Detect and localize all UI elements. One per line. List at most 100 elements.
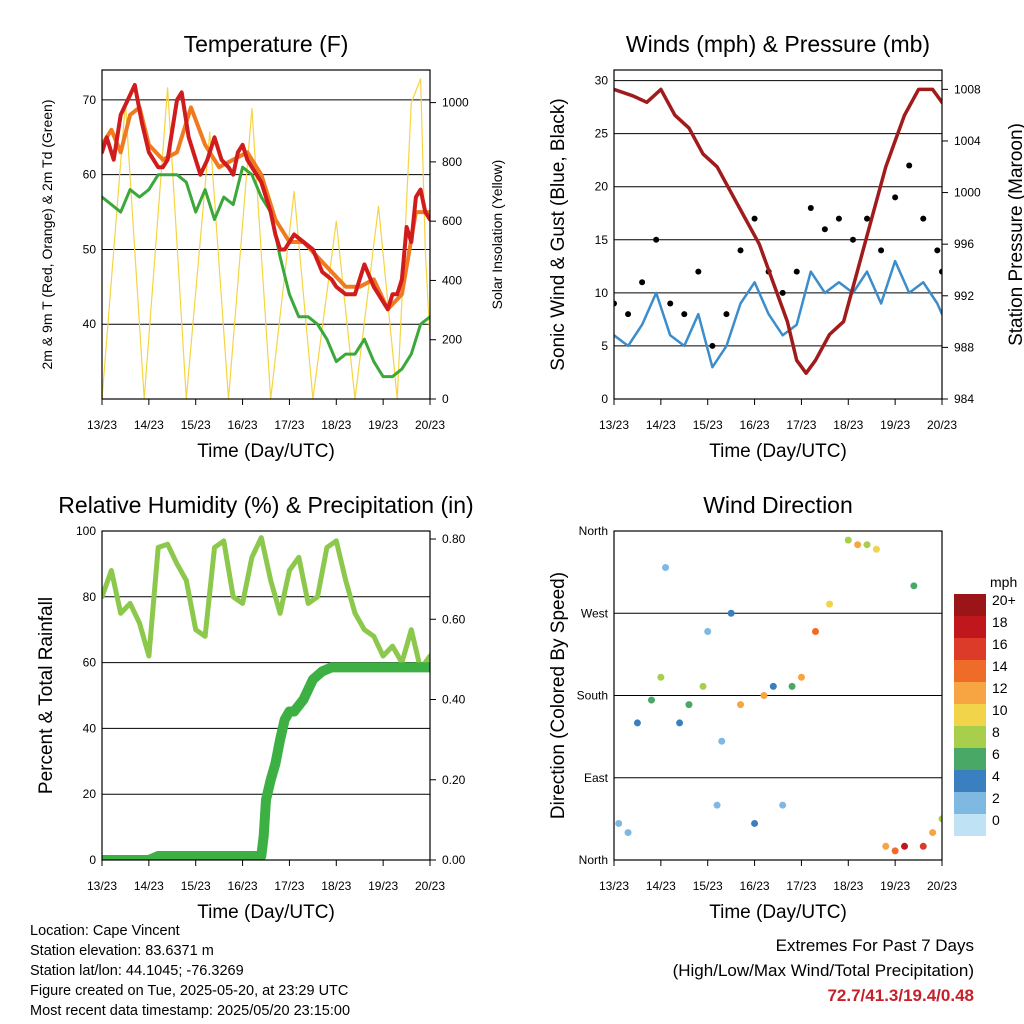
y2-tick-label: 1008 [954, 82, 981, 96]
direction-point [844, 536, 852, 544]
direction-point [938, 815, 942, 823]
x-tick-label: 18/23 [321, 879, 351, 893]
y-tick-label: 30 [595, 74, 609, 88]
x-tick-label: 14/23 [646, 879, 676, 893]
colorbar-swatch [954, 704, 986, 726]
direction-point [797, 673, 805, 681]
y-tick-label: South [577, 689, 608, 703]
colorbar-swatch [954, 814, 986, 836]
extremes-values: 72.7/41.3/19.4/0.48 [827, 986, 974, 1005]
colorbar-label: 20+ [992, 592, 1016, 608]
panel-2: Winds (mph) & Pressure (mb) 0 5 10 15 20 25 30 9… [548, 31, 1024, 462]
x-tick-label: 19/23 [880, 879, 910, 893]
x-tick-label: 16/23 [740, 879, 770, 893]
y2-tick-label: 1000 [442, 96, 469, 110]
station-info: Location: Cape Vincent Station elevation… [30, 921, 350, 1021]
x-tick-label: 20/23 [415, 418, 445, 432]
y2-tick-label: 0.40 [442, 693, 466, 707]
insolation-line [102, 78, 430, 399]
gust-point [614, 300, 617, 307]
direction-point [624, 829, 632, 837]
y-tick-label: North [579, 524, 608, 538]
x-tick-label: 18/23 [833, 879, 863, 893]
y-tick-label: East [584, 771, 609, 785]
humidity-line [102, 535, 430, 672]
x-tick-label: 19/23 [368, 879, 398, 893]
x-tick-label: 19/23 [880, 418, 910, 432]
plot-frame [613, 69, 943, 400]
y2-tick-label: 996 [954, 237, 974, 251]
panel-title: Relative Humidity (%) & Precipitation (i… [58, 492, 473, 518]
gust-point [934, 247, 941, 254]
y-tick-label: 70 [83, 93, 97, 107]
colorbar: mph 20+ 18 16 14 12 10 8 6 4 2 0 [954, 574, 1017, 836]
pressure-line [614, 87, 942, 375]
panel-title: Winds (mph) & Pressure (mb) [626, 31, 930, 57]
extremes-title: Extremes For Past 7 Days [775, 936, 974, 955]
direction-point [751, 819, 759, 827]
x-tick-label: 17/23 [274, 879, 304, 893]
gust-point [807, 204, 814, 211]
gust-point [793, 268, 800, 275]
y2-tick-label: 1000 [954, 186, 981, 200]
gust-point [892, 194, 899, 201]
colorbar-label: 2 [992, 790, 1000, 806]
station-elevation: Station elevation: 83.6371 m [30, 943, 214, 959]
gust-point [920, 215, 927, 222]
figure-created: Figure created on Tue, 2025-05-20, at 23… [30, 983, 349, 999]
y2-tick-label: 0 [442, 392, 449, 406]
x-tick-label: 19/23 [368, 418, 398, 432]
x-tick-label: 18/23 [321, 418, 351, 432]
x-axis-label: Time (Day/UTC) [197, 441, 335, 462]
y2-tick-label: 1004 [954, 134, 981, 148]
y-tick-label: West [581, 606, 609, 620]
plot-area [102, 535, 430, 860]
x-tick-label: 17/23 [786, 879, 816, 893]
y-tick-label: 20 [83, 787, 97, 801]
x-tick-label: 15/23 [181, 418, 211, 432]
wind-speed-line [614, 259, 942, 369]
x-tick-label: 13/23 [599, 879, 629, 893]
recent-timestamp: Most recent data timestamp: 2025/05/20 2… [30, 1003, 351, 1019]
colorbar-label: 0 [992, 812, 1000, 828]
direction-point [647, 696, 655, 704]
direction-point [788, 682, 796, 690]
y-tick-label: 10 [595, 286, 609, 300]
station-location: Location: Cape Vincent [30, 923, 180, 939]
direction-point [882, 842, 890, 850]
gust-point [625, 311, 632, 318]
extremes-box: Extremes For Past 7 Days (High/Low/Max W… [673, 933, 974, 1008]
gust-point [639, 279, 646, 286]
x-tick-label: 13/23 [87, 418, 117, 432]
plot-area [614, 87, 942, 375]
x-axis-label: Time (Day/UTC) [709, 902, 847, 923]
direction-point [676, 719, 684, 727]
direction-point [718, 737, 726, 745]
colorbar-title: mph [990, 574, 1017, 590]
x-axis-label: Time (Day/UTC) [197, 902, 335, 923]
panel-3: Relative Humidity (%) & Precipitation (i… [36, 492, 474, 923]
direction-point [657, 673, 665, 681]
direction-point [919, 842, 927, 850]
y-tick-label: North [579, 853, 608, 867]
y-tick-label: 20 [595, 180, 609, 194]
colorbar-swatch [954, 770, 986, 792]
direction-point [901, 842, 909, 850]
gust-point [878, 247, 885, 254]
x-tick-label: 20/23 [927, 879, 957, 893]
gust-point [695, 268, 702, 275]
direction-point [704, 628, 712, 636]
y2-axis-label: Station Pressure (Maroon) [1006, 123, 1024, 346]
colorbar-swatch [954, 594, 986, 616]
direction-point [863, 541, 871, 549]
gust-point [864, 215, 871, 222]
y2-tick-label: 400 [442, 273, 462, 287]
direction-point [811, 628, 819, 636]
x-tick-label: 13/23 [599, 418, 629, 432]
x-axis-label: Time (Day/UTC) [709, 441, 847, 462]
y2-tick-label: 200 [442, 333, 462, 347]
direction-point [929, 829, 937, 837]
colorbar-swatch [954, 682, 986, 704]
x-tick-label: 14/23 [646, 418, 676, 432]
y2-tick-label: 600 [442, 214, 462, 228]
